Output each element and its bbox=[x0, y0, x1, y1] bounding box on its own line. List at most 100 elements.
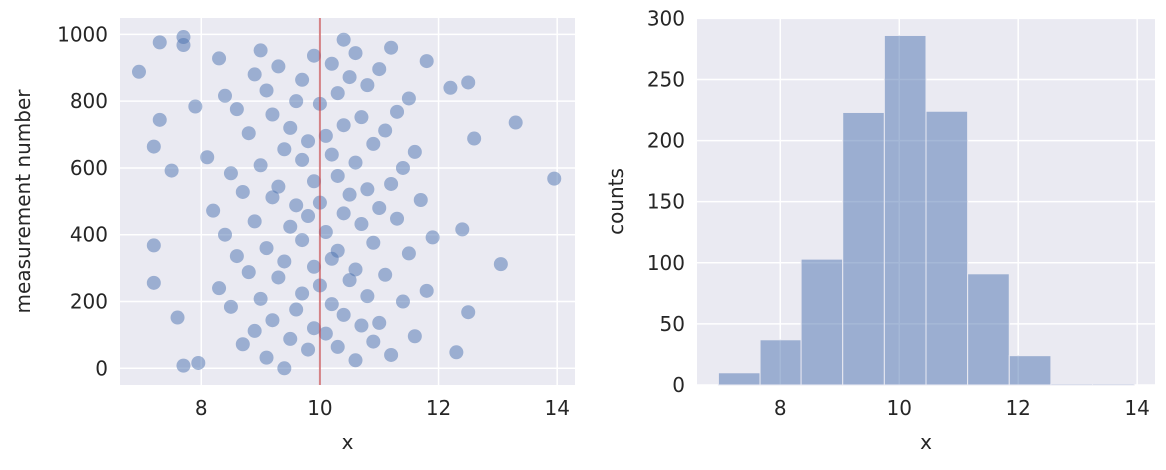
point bbox=[247, 323, 262, 338]
point bbox=[306, 174, 321, 189]
point bbox=[206, 203, 221, 218]
y-tick-label: 1000 bbox=[57, 22, 108, 46]
point bbox=[265, 190, 280, 205]
point bbox=[547, 171, 562, 186]
point bbox=[146, 139, 161, 154]
point bbox=[372, 315, 387, 330]
point bbox=[301, 209, 316, 224]
point bbox=[223, 166, 238, 181]
point bbox=[283, 120, 298, 135]
y-axis-label: counts bbox=[604, 168, 628, 235]
point bbox=[295, 152, 310, 167]
point bbox=[152, 35, 167, 50]
point bbox=[419, 283, 434, 298]
bar bbox=[842, 111, 885, 386]
point bbox=[324, 147, 339, 162]
point bbox=[271, 59, 286, 74]
point bbox=[378, 267, 393, 282]
point bbox=[449, 345, 464, 360]
point bbox=[176, 30, 191, 45]
point bbox=[229, 102, 244, 117]
x-tick-label: 12 bbox=[1005, 396, 1030, 420]
point bbox=[384, 40, 399, 55]
point bbox=[366, 136, 381, 151]
point bbox=[306, 259, 321, 274]
point bbox=[218, 227, 232, 242]
point bbox=[330, 339, 345, 354]
point bbox=[229, 249, 244, 264]
point bbox=[318, 225, 333, 240]
x-tick-label: 8 bbox=[195, 396, 208, 420]
point bbox=[146, 275, 161, 290]
y-tick-label: 150 bbox=[647, 190, 685, 214]
point bbox=[253, 43, 268, 58]
bar bbox=[759, 339, 802, 386]
bar bbox=[800, 258, 844, 386]
point bbox=[493, 257, 508, 272]
point bbox=[301, 134, 316, 149]
x-axis-label: x bbox=[342, 430, 354, 454]
bar bbox=[717, 372, 761, 386]
point bbox=[360, 182, 375, 197]
point bbox=[247, 67, 262, 82]
point bbox=[342, 187, 357, 202]
point bbox=[425, 230, 440, 245]
point bbox=[348, 353, 363, 368]
point bbox=[170, 310, 185, 325]
bar bbox=[967, 273, 1010, 386]
point bbox=[277, 254, 292, 269]
point bbox=[384, 176, 399, 191]
point bbox=[348, 46, 363, 61]
point bbox=[306, 48, 321, 63]
point bbox=[164, 163, 179, 178]
point bbox=[390, 104, 405, 119]
point bbox=[271, 179, 286, 194]
point bbox=[354, 318, 369, 333]
point bbox=[191, 355, 206, 370]
y-tick-label: 300 bbox=[647, 6, 685, 30]
y-axis-label: measurement number bbox=[11, 89, 35, 314]
point bbox=[318, 326, 333, 341]
point bbox=[289, 198, 304, 213]
point bbox=[212, 51, 227, 66]
point bbox=[378, 123, 393, 138]
point bbox=[407, 329, 422, 344]
y-tick-label: 50 bbox=[660, 312, 685, 336]
point bbox=[360, 78, 375, 93]
point bbox=[461, 75, 476, 90]
point bbox=[188, 99, 203, 114]
point bbox=[324, 297, 339, 312]
x-tick-label: 14 bbox=[1124, 396, 1149, 420]
y-tick-label: 800 bbox=[70, 89, 108, 113]
point bbox=[223, 299, 238, 314]
point bbox=[419, 54, 434, 69]
y-tick-label: 600 bbox=[70, 156, 108, 180]
point bbox=[235, 337, 250, 352]
point bbox=[455, 222, 470, 237]
point bbox=[407, 144, 422, 159]
point bbox=[342, 273, 357, 288]
point bbox=[384, 347, 399, 362]
point bbox=[241, 126, 256, 141]
point bbox=[241, 265, 256, 280]
y-tick-label: 400 bbox=[70, 223, 108, 247]
bar bbox=[1050, 383, 1094, 386]
point bbox=[295, 72, 310, 87]
point bbox=[146, 238, 161, 253]
point bbox=[324, 56, 339, 71]
x-tick-label: 12 bbox=[426, 396, 451, 420]
point bbox=[295, 233, 310, 248]
point bbox=[277, 361, 292, 376]
point bbox=[283, 331, 298, 346]
point bbox=[259, 350, 274, 365]
point bbox=[235, 184, 250, 199]
point bbox=[200, 150, 215, 165]
point bbox=[390, 211, 405, 226]
point bbox=[247, 214, 262, 229]
bar bbox=[925, 110, 969, 386]
point bbox=[336, 118, 351, 133]
point bbox=[395, 294, 410, 309]
point bbox=[348, 262, 363, 277]
point bbox=[336, 206, 351, 221]
